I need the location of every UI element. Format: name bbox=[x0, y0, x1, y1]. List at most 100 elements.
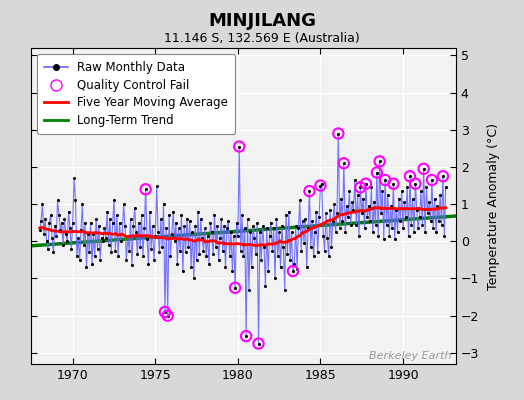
Point bbox=[206, 220, 214, 226]
Point bbox=[425, 199, 433, 206]
Point bbox=[256, 229, 264, 235]
Point bbox=[163, 312, 172, 319]
Point bbox=[110, 197, 118, 204]
Point bbox=[267, 220, 275, 226]
Point bbox=[52, 232, 60, 239]
Point bbox=[130, 205, 139, 211]
Point bbox=[201, 225, 209, 232]
Point bbox=[136, 244, 144, 250]
Point bbox=[379, 236, 388, 243]
Point bbox=[143, 236, 151, 243]
Point bbox=[198, 234, 206, 241]
Point bbox=[107, 249, 115, 256]
Point bbox=[88, 260, 96, 267]
Point bbox=[283, 251, 292, 258]
Point bbox=[71, 197, 80, 204]
Point bbox=[421, 229, 429, 235]
Point bbox=[181, 249, 190, 256]
Point bbox=[147, 246, 156, 252]
Point bbox=[151, 232, 159, 239]
Point bbox=[243, 216, 252, 222]
Point bbox=[47, 212, 55, 218]
Point bbox=[318, 180, 326, 187]
Point bbox=[345, 188, 354, 194]
Text: MINJILANG: MINJILANG bbox=[208, 12, 316, 30]
Point bbox=[279, 244, 288, 250]
Point bbox=[411, 180, 420, 187]
Point bbox=[106, 216, 114, 222]
Point bbox=[170, 238, 179, 244]
Point bbox=[308, 218, 316, 224]
Point bbox=[60, 216, 69, 222]
Text: 11.146 S, 132.569 E (Australia): 11.146 S, 132.569 E (Australia) bbox=[164, 32, 360, 45]
Point bbox=[361, 225, 369, 232]
Text: Berkeley Earth: Berkeley Earth bbox=[369, 351, 452, 361]
Point bbox=[36, 227, 44, 233]
Point bbox=[169, 208, 178, 215]
Point bbox=[355, 232, 363, 239]
Point bbox=[235, 143, 244, 150]
Point bbox=[373, 169, 381, 176]
Point bbox=[407, 221, 416, 228]
Point bbox=[316, 182, 325, 189]
Point bbox=[188, 229, 196, 235]
Point bbox=[176, 248, 184, 254]
Point bbox=[383, 221, 391, 228]
Point bbox=[231, 284, 239, 291]
Point bbox=[297, 248, 305, 254]
Point bbox=[104, 242, 113, 248]
Point bbox=[362, 180, 370, 187]
Point bbox=[433, 203, 442, 209]
Point bbox=[337, 195, 345, 202]
Point bbox=[334, 130, 343, 137]
Point bbox=[62, 231, 70, 237]
Point bbox=[117, 238, 125, 244]
Point bbox=[70, 175, 78, 181]
Point bbox=[217, 216, 225, 222]
Point bbox=[428, 177, 436, 183]
Point bbox=[223, 225, 231, 232]
Point bbox=[387, 203, 395, 209]
Y-axis label: Temperature Anomaly (°C): Temperature Anomaly (°C) bbox=[487, 122, 500, 290]
Point bbox=[346, 221, 355, 228]
Point bbox=[58, 220, 66, 226]
Point bbox=[395, 195, 403, 202]
Point bbox=[411, 180, 420, 187]
Point bbox=[93, 246, 102, 252]
Point bbox=[356, 184, 365, 191]
Point bbox=[414, 225, 422, 232]
Point bbox=[342, 203, 351, 209]
Point bbox=[298, 218, 307, 224]
Point bbox=[92, 216, 100, 222]
Point bbox=[272, 216, 280, 222]
Point bbox=[95, 223, 103, 230]
Point bbox=[323, 234, 332, 241]
Point bbox=[434, 218, 443, 224]
Point bbox=[282, 212, 290, 218]
Point bbox=[286, 257, 294, 263]
Point bbox=[439, 173, 447, 180]
Point bbox=[85, 249, 93, 256]
Point bbox=[289, 268, 297, 274]
Point bbox=[416, 214, 424, 220]
Point bbox=[69, 220, 77, 226]
Point bbox=[141, 186, 150, 192]
Point bbox=[102, 234, 110, 241]
Point bbox=[37, 218, 45, 224]
Point bbox=[135, 220, 143, 226]
Point bbox=[77, 227, 85, 233]
Point bbox=[122, 257, 130, 263]
Point bbox=[320, 248, 329, 254]
Point bbox=[312, 208, 321, 215]
Point bbox=[38, 201, 47, 207]
Point bbox=[148, 223, 157, 230]
Point bbox=[420, 166, 428, 172]
Point bbox=[103, 208, 111, 215]
Point bbox=[225, 253, 234, 259]
Point bbox=[381, 177, 389, 183]
Point bbox=[366, 218, 374, 224]
Point bbox=[173, 260, 181, 267]
Point bbox=[370, 199, 378, 206]
Point bbox=[436, 192, 444, 198]
Point bbox=[220, 223, 228, 230]
